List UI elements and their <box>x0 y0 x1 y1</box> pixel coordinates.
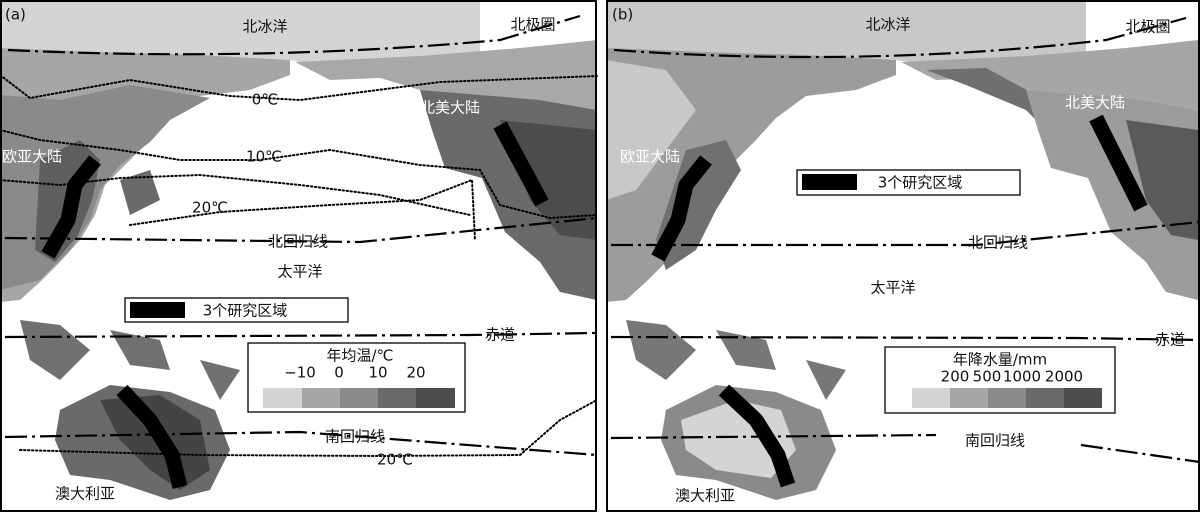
legend-swatch <box>302 388 340 408</box>
legend-swatch <box>912 388 950 408</box>
study-legend-swatch <box>802 174 857 190</box>
map-label: 欧亚大陆 <box>620 148 680 166</box>
map-label: 北回归线 <box>968 234 1028 252</box>
map-label: 200 <box>941 368 970 386</box>
land-area <box>200 360 240 400</box>
map-label: 0 <box>334 364 344 382</box>
map-label: 北冰洋 <box>242 18 287 36</box>
map-label: 10℃ <box>246 148 282 166</box>
legend-swatch <box>1026 388 1064 408</box>
tropic-of-capricorn-line <box>1081 445 1200 462</box>
map-label: 太平洋 <box>277 263 322 281</box>
legend-swatch <box>263 388 302 408</box>
map-label: 北极圈 <box>1125 18 1170 36</box>
legend-swatch <box>950 388 988 408</box>
map-label: 1000 <box>1003 368 1041 386</box>
map-label: 南回归线 <box>965 432 1025 450</box>
map-label: 500 <box>973 368 1002 386</box>
map-label: 赤道 <box>1155 331 1185 349</box>
panel-b: (b) 北冰洋 北极圈 北美大陆 欧亚大陆 北回归线 太平洋 赤道 南回归线 澳… <box>606 0 1200 511</box>
maps: (a) 北冰洋 北极圈 0℃ 北美大陆 欧亚大陆 10℃ 20℃ 北回归线 太平… <box>0 0 1200 512</box>
map-label: 北冰洋 <box>865 16 910 34</box>
panel-a: (a) 北冰洋 北极圈 0℃ 北美大陆 欧亚大陆 10℃ 20℃ 北回归线 太平… <box>0 0 597 511</box>
map-label: 南回归线 <box>325 428 385 446</box>
map-label: (a) <box>5 6 26 24</box>
legend-swatch <box>340 388 378 408</box>
land-b <box>606 0 1198 500</box>
map-label: 北回归线 <box>268 233 328 251</box>
map-label: 年降水量/mm <box>953 351 1047 369</box>
map-label: 欧亚大陆 <box>2 148 62 166</box>
map-label: (b) <box>612 6 633 24</box>
land-area <box>0 85 210 290</box>
map-label: 20℃ <box>377 451 413 469</box>
map-figure: (a) 北冰洋 北极圈 0℃ 北美大陆 欧亚大陆 10℃ 20℃ 北回归线 太平… <box>0 0 1200 512</box>
map-label: 北美大陆 <box>1065 94 1125 112</box>
land-area <box>806 360 846 400</box>
map-label: 20℃ <box>192 199 228 217</box>
legend-swatch <box>1064 388 1102 408</box>
land-area <box>626 320 696 380</box>
map-label: 3个研究区域 <box>878 174 963 192</box>
legend-swatch <box>378 388 416 408</box>
map-label: 2000 <box>1045 368 1083 386</box>
land-area <box>716 330 776 370</box>
legend-swatch <box>416 388 455 408</box>
study-legend-swatch <box>130 302 185 318</box>
map-label: 20 <box>406 364 425 382</box>
map-label: 北美大陆 <box>420 99 480 117</box>
map-label: 年均温/℃ <box>327 347 394 365</box>
legend-swatch <box>988 388 1026 408</box>
map-label: 澳大利亚 <box>675 487 735 505</box>
map-label: 太平洋 <box>870 279 915 297</box>
map-label: 10 <box>368 364 387 382</box>
isotherm <box>130 180 475 240</box>
map-label: 澳大利亚 <box>55 485 115 503</box>
map-label: 北极圈 <box>510 16 555 34</box>
map-label: 0℃ <box>252 91 278 109</box>
map-label: −10 <box>284 364 316 382</box>
map-label: 3个研究区域 <box>203 302 288 320</box>
equator-line <box>611 337 1200 340</box>
land-area <box>20 320 90 380</box>
map-label: 赤道 <box>485 326 515 344</box>
